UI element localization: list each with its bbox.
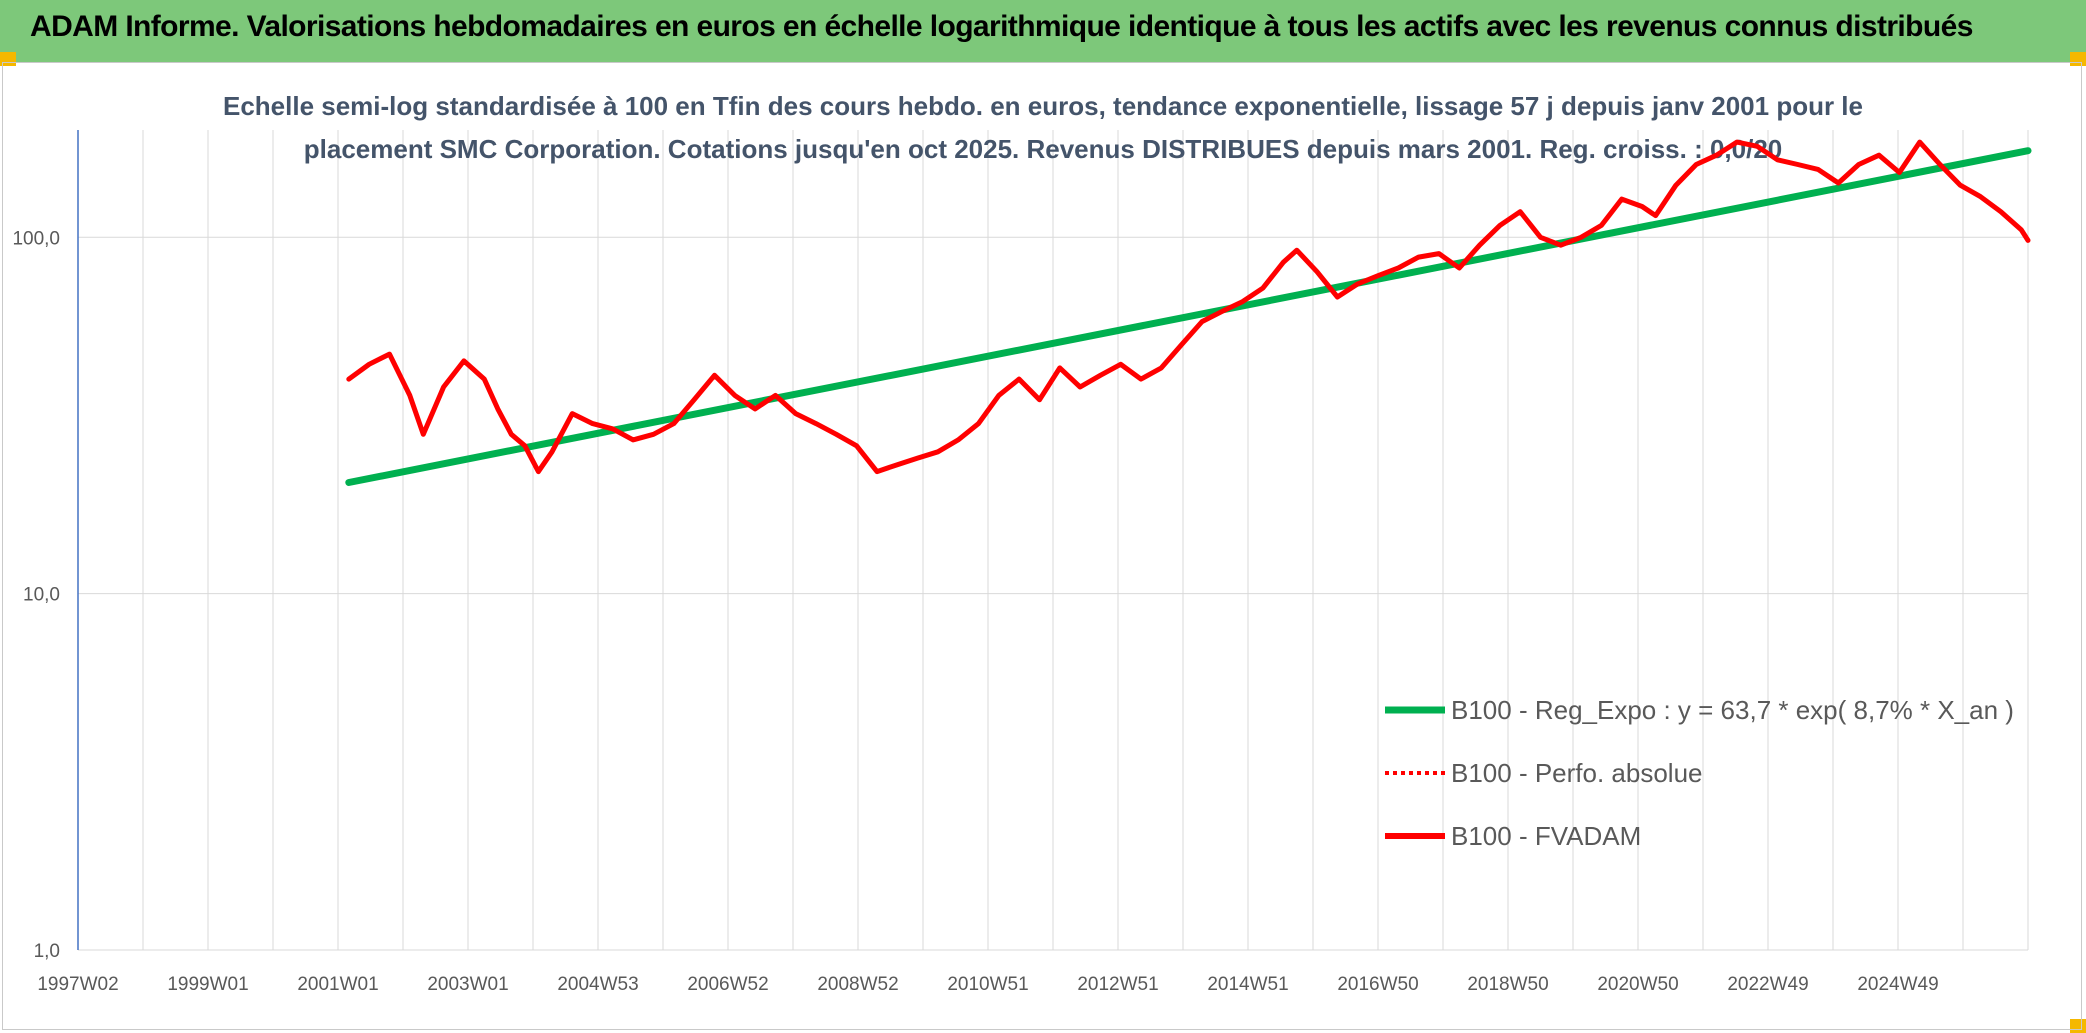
series-line-fvadam (346, 139, 2031, 475)
x-tick-label: 2012W51 (1077, 974, 1158, 995)
page-title: ADAM Informe. Valorisations hebdomadaire… (30, 10, 1973, 43)
x-tick-label: 2001W01 (297, 974, 378, 995)
x-tick-label: 2003W01 (427, 974, 508, 995)
y-tick-label: 10,0 (23, 585, 60, 606)
chart-subtitle-line-2: placement SMC Corporation. Cotations jus… (304, 134, 1782, 164)
series-layer (345, 139, 2032, 486)
x-tick-label: 1999W01 (167, 974, 248, 995)
x-tick-label: 2006W52 (687, 974, 768, 995)
y-tick-label: 100,0 (12, 228, 60, 249)
grid-layer (77, 130, 2029, 951)
x-tick-label: 2010W51 (947, 974, 1028, 995)
x-tick-label: 2004W53 (557, 974, 638, 995)
legend-label: B100 - FVADAM (1451, 821, 1641, 851)
x-tick-label: 1997W02 (37, 974, 118, 995)
chart-subtitle-line-1: Echelle semi-log standardisée à 100 en T… (223, 91, 1863, 121)
chart-frame (2, 62, 2082, 1030)
x-tick-label: 2014W51 (1207, 974, 1288, 995)
x-tick-label: 2024W49 (1857, 974, 1938, 995)
title-banner: ADAM Informe. Valorisations hebdomadaire… (0, 0, 2086, 62)
chart-legend: B100 - Reg_Expo : y = 63,7 * exp( 8,7% *… (1385, 695, 2014, 851)
y-tick-label: 1,0 (34, 941, 60, 962)
x-tick-label: 2022W49 (1727, 974, 1808, 995)
x-tick-label: 2008W52 (817, 974, 898, 995)
x-tick-label: 2020W50 (1597, 974, 1678, 995)
legend-label: B100 - Reg_Expo : y = 63,7 * exp( 8,7% *… (1451, 695, 2014, 725)
legend-label: B100 - Perfo. absolue (1451, 758, 1703, 788)
x-tick-label: 2016W50 (1337, 974, 1418, 995)
x-tick-label: 2018W50 (1467, 974, 1548, 995)
series-line-reg-expo (345, 147, 2032, 486)
axes-layer: 1,0 10,0 100,0 1997W02 1999W01 2001W01 2003W01… (12, 130, 1939, 995)
